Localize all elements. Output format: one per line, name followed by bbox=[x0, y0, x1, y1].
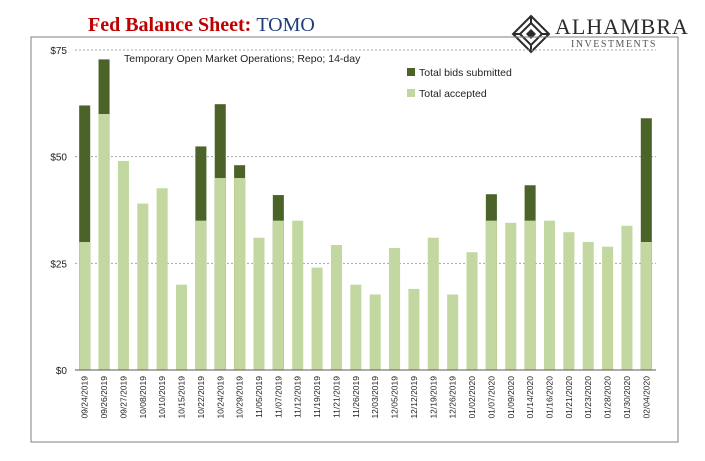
bar-accepted bbox=[389, 247, 401, 370]
bar-accepted bbox=[543, 220, 556, 370]
x-tick-label: 01/07/2020 bbox=[486, 376, 496, 419]
x-tick-label: 10/29/2019 bbox=[235, 376, 245, 419]
y-tick-label: $75 bbox=[50, 46, 67, 57]
x-tick-label: 10/15/2019 bbox=[177, 376, 187, 419]
bar-accepted bbox=[602, 246, 614, 370]
x-tick-label: 01/28/2020 bbox=[603, 376, 613, 419]
bar-accepted bbox=[466, 252, 478, 370]
y-tick-label: $50 bbox=[50, 153, 67, 164]
chart-title: Fed Balance Sheet: TOMO bbox=[88, 14, 315, 37]
bar-accepted bbox=[234, 178, 246, 370]
x-tick-label: 02/04/2020 bbox=[641, 376, 651, 419]
y-tick-labels: $0 $25 $50 $75 bbox=[50, 46, 67, 377]
bar-accepted bbox=[272, 220, 284, 370]
legend-swatch-accepted bbox=[407, 89, 415, 97]
x-tick-label: 11/12/2019 bbox=[293, 376, 303, 418]
bar-accepted bbox=[369, 294, 381, 370]
x-tick-label: 09/27/2019 bbox=[118, 376, 128, 419]
x-tick-label: 01/09/2020 bbox=[506, 376, 516, 419]
y-tick-label: $0 bbox=[56, 366, 68, 377]
x-tick-label: 11/26/2019 bbox=[351, 376, 361, 418]
bars bbox=[79, 59, 652, 371]
x-tick-label: 12/19/2019 bbox=[428, 376, 438, 419]
bar-accepted bbox=[253, 237, 265, 370]
diamond-logo-icon bbox=[511, 14, 551, 54]
bar-accepted bbox=[505, 222, 517, 370]
gridlines bbox=[75, 49, 656, 264]
y-tick-label: $25 bbox=[50, 259, 67, 270]
chart-border bbox=[30, 36, 679, 443]
bar-accepted bbox=[214, 178, 226, 370]
legend-label-bids: Total bids submitted bbox=[419, 67, 512, 79]
x-tick-label: 01/23/2020 bbox=[583, 376, 593, 419]
x-tick-label: 01/14/2020 bbox=[525, 376, 535, 419]
bar-accepted bbox=[292, 220, 304, 370]
title-sub: TOMO bbox=[256, 14, 315, 36]
x-tick-label: 10/24/2019 bbox=[215, 376, 225, 419]
bar-accepted bbox=[640, 242, 652, 370]
x-tick-labels: 09/24/2019 09/26/2019 09/27/2019 10/08/2019… bbox=[80, 376, 652, 419]
x-tick-label: 01/30/2020 bbox=[622, 376, 632, 419]
x-tick-label: 10/22/2019 bbox=[196, 376, 206, 419]
chart-annotation: Temporary Open Market Operations; Repo; … bbox=[124, 53, 361, 65]
title-separator: : bbox=[244, 14, 257, 36]
bar-accepted bbox=[524, 220, 536, 370]
x-tick-label: 12/05/2019 bbox=[390, 376, 400, 419]
bar-accepted bbox=[137, 203, 149, 370]
bar-accepted bbox=[350, 284, 362, 370]
bar-accepted bbox=[330, 244, 342, 370]
bar-accepted bbox=[447, 294, 459, 370]
legend: Total bids submitted Total accepted bbox=[407, 67, 512, 100]
title-main: Fed Balance Sheet bbox=[88, 14, 245, 36]
bar-accepted bbox=[175, 284, 188, 370]
logo-brand: ALHAMBRA bbox=[555, 14, 689, 39]
legend-label-accepted: Total accepted bbox=[419, 88, 487, 100]
legend-swatch-bids bbox=[407, 68, 415, 76]
x-tick-label: 12/12/2019 bbox=[409, 376, 419, 419]
x-tick-label: 11/05/2019 bbox=[254, 376, 264, 418]
bar-accepted bbox=[485, 220, 497, 370]
bar-accepted bbox=[427, 237, 439, 370]
x-tick-label: 12/03/2019 bbox=[370, 376, 380, 419]
x-tick-label: 11/21/2019 bbox=[331, 376, 341, 418]
x-tick-label: 01/16/2020 bbox=[544, 376, 554, 419]
bar-accepted bbox=[195, 220, 207, 370]
bar-accepted bbox=[563, 232, 575, 370]
bar-accepted bbox=[98, 114, 110, 370]
x-tick-label: 09/26/2019 bbox=[99, 376, 109, 419]
x-tick-label: 12/26/2019 bbox=[448, 376, 458, 419]
bar-accepted bbox=[79, 242, 91, 370]
x-tick-label: 10/10/2019 bbox=[157, 376, 167, 419]
logo-tagline: INVESTMENTS bbox=[571, 39, 657, 50]
bar-accepted bbox=[311, 267, 323, 370]
alhambra-logo: ALHAMBRA INVESTMENTS bbox=[511, 12, 688, 56]
bar-accepted bbox=[117, 160, 129, 370]
bar-accepted bbox=[621, 225, 633, 370]
x-tick-label: 11/07/2019 bbox=[273, 376, 283, 418]
bar-accepted bbox=[582, 242, 594, 370]
x-tick-label: 09/24/2019 bbox=[80, 376, 90, 419]
bar-bids bbox=[79, 105, 91, 370]
x-tick-label: 01/02/2020 bbox=[467, 376, 477, 419]
x-tick-label: 10/08/2019 bbox=[138, 376, 148, 419]
bar-accepted bbox=[408, 288, 420, 370]
x-tick-label: 11/19/2019 bbox=[312, 376, 322, 418]
x-tick-label: 01/21/2020 bbox=[564, 376, 574, 419]
bar-accepted bbox=[156, 188, 168, 370]
